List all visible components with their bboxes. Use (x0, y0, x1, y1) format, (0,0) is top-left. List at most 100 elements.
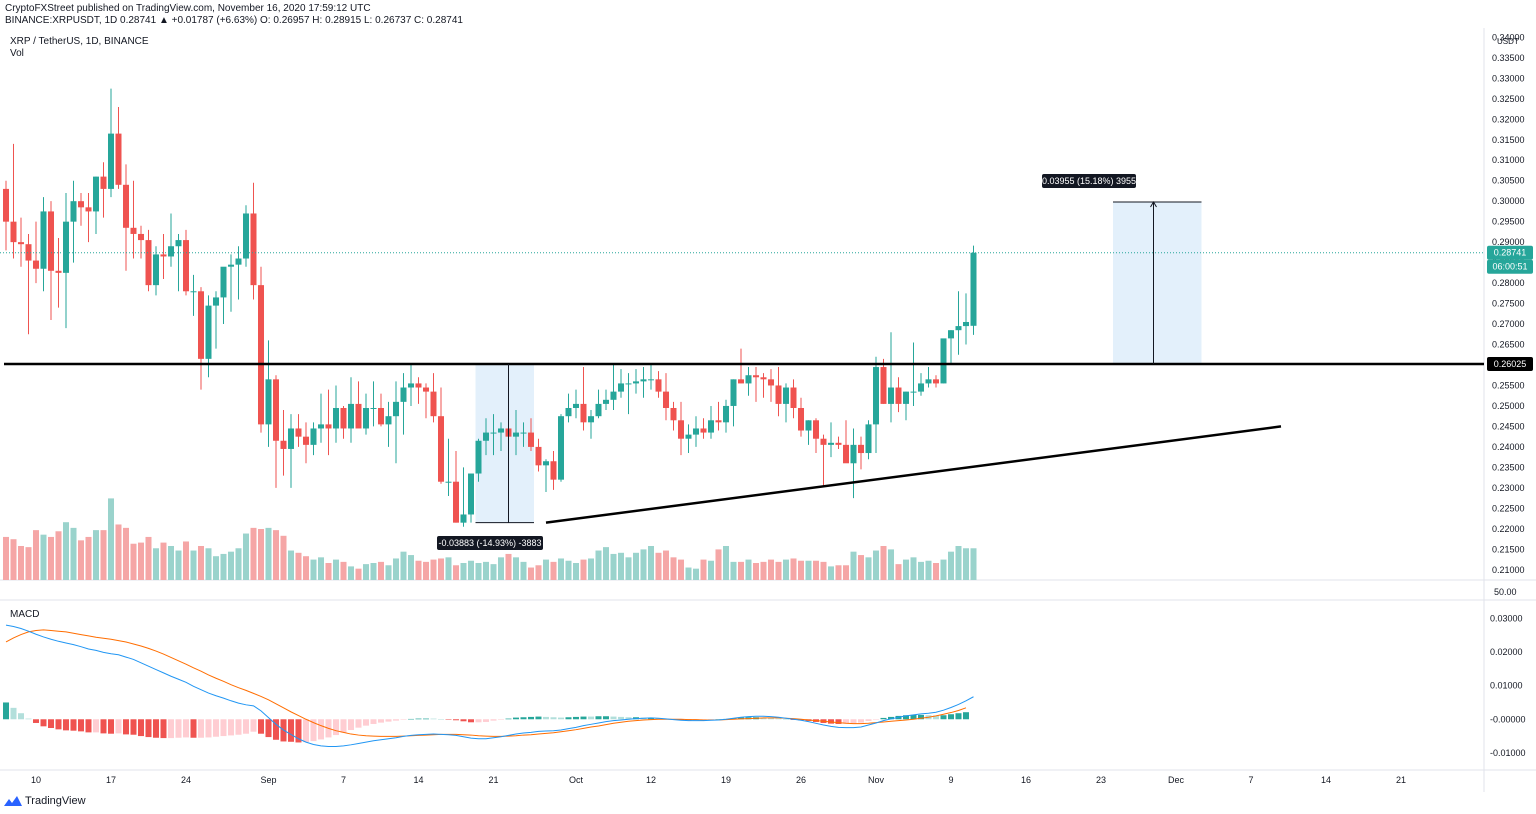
volume-bar (940, 559, 947, 580)
volume-bar (880, 546, 887, 580)
volume-bar (603, 547, 609, 580)
volume-bar (33, 530, 39, 580)
candle-body (970, 252, 977, 326)
macd-histogram-bar (25, 718, 32, 720)
macd-histogram-bar (843, 719, 849, 724)
candle-body (445, 481, 452, 483)
drawn-lines (0, 201, 1484, 524)
price-tick-label: 0.26500 (1492, 340, 1525, 350)
volume-bar (318, 557, 324, 580)
volume-bar (580, 559, 587, 580)
price-tick-label: 0.27000 (1492, 319, 1525, 329)
volume-bar (153, 548, 159, 580)
ascending-trendline (545, 425, 1282, 524)
macd-histogram-bar (400, 719, 407, 720)
candle-body (213, 297, 219, 306)
volume-bar (183, 541, 189, 580)
macd-histogram-bar (130, 719, 137, 735)
candle-body (775, 385, 782, 404)
macd-histogram-bar (145, 719, 152, 738)
volume-bar (670, 557, 677, 580)
candle-body (858, 444, 864, 454)
macd-histogram-bar (10, 707, 17, 720)
volume-bar (483, 561, 489, 580)
volume-bar (475, 563, 482, 580)
price-tick-label: 0.22000 (1492, 524, 1525, 534)
price-tick-label: 0.25000 (1492, 401, 1525, 411)
candle-body (243, 213, 249, 259)
volume-bar (213, 556, 219, 580)
volume-bar (798, 560, 804, 580)
macd-histogram-bar (955, 713, 962, 720)
volume-bar (910, 557, 917, 580)
macd-histogram-bar (115, 719, 122, 734)
candle-body (205, 305, 212, 359)
macd-histogram-bar (138, 719, 144, 737)
time-tick-label: Nov (868, 775, 885, 785)
price-tick-label: 0.22500 (1492, 503, 1525, 513)
macd-histogram-bar (468, 719, 474, 723)
price-tick-label: 0.24500 (1492, 421, 1525, 431)
volume-bar (843, 565, 849, 580)
volume-bar (513, 557, 519, 580)
macd-histogram-bar (490, 719, 497, 721)
volume-bar (970, 548, 977, 580)
price-tick-label: 0.29000 (1492, 237, 1525, 247)
price-labels: -0.03883 (-14.93%) -3883 0.03955 (15.18%)… (437, 174, 1533, 550)
macd-histogram-bar (573, 716, 579, 720)
candle-body (40, 211, 47, 269)
price-tick-label: 0.34000 (1492, 32, 1525, 42)
candle-body (415, 383, 422, 388)
volume-bar (273, 530, 279, 580)
volume-bar (288, 550, 294, 580)
candle-body (798, 407, 804, 431)
candle-body (108, 133, 114, 189)
tradingview-icon (4, 796, 22, 806)
price-tick-label: 0.21000 (1492, 565, 1525, 575)
candle-body (175, 240, 182, 247)
candle-body (348, 403, 354, 429)
volume-bar (160, 542, 167, 580)
time-tick-label: 16 (1021, 775, 1031, 785)
volume-bar (430, 559, 437, 580)
candle-body (370, 407, 377, 409)
price-tick-label: 0.33500 (1492, 53, 1525, 63)
candle-body (520, 432, 527, 434)
macd-histogram-bar (303, 719, 309, 743)
candle-body (250, 213, 257, 286)
candle-body (70, 201, 77, 222)
tradingview-logo[interactable]: TradingView (4, 795, 86, 807)
candle-body (3, 188, 9, 222)
volume-bar (145, 536, 152, 580)
last-price-tag-bg (1487, 245, 1533, 260)
candle-body (18, 242, 24, 245)
macd-histogram-bar (760, 717, 767, 720)
candle-body (423, 387, 429, 392)
candle-body (475, 440, 482, 474)
macd-histogram-bar (543, 716, 549, 720)
volume-bar (445, 557, 452, 580)
candle-body (685, 434, 692, 439)
volume-bar (828, 566, 834, 580)
drawdown-label-bg (437, 536, 543, 550)
volume-scale-label: 50.00 (1494, 587, 1517, 597)
macd-histogram-bar (453, 719, 459, 721)
macd-histogram-bar (228, 719, 234, 736)
volume-bar (258, 529, 264, 580)
price-tick-label: 0.24000 (1492, 442, 1525, 452)
macd-histogram-bar (295, 719, 302, 743)
volume-bar (685, 567, 692, 580)
candle-body (693, 428, 699, 435)
volume-bar (715, 549, 722, 580)
signal-line (5, 629, 967, 737)
candle-body (873, 367, 879, 425)
macd-histogram-bar (948, 714, 954, 720)
volume-bar (858, 555, 864, 580)
volume-bar (498, 557, 504, 580)
macd-histogram-bar (483, 719, 489, 722)
macd-histogram-bar (588, 716, 594, 720)
volume-bar (55, 531, 62, 580)
macd-histogram-bar (123, 719, 129, 735)
candle-body (10, 221, 17, 243)
macd-histogram-bar (310, 719, 317, 742)
